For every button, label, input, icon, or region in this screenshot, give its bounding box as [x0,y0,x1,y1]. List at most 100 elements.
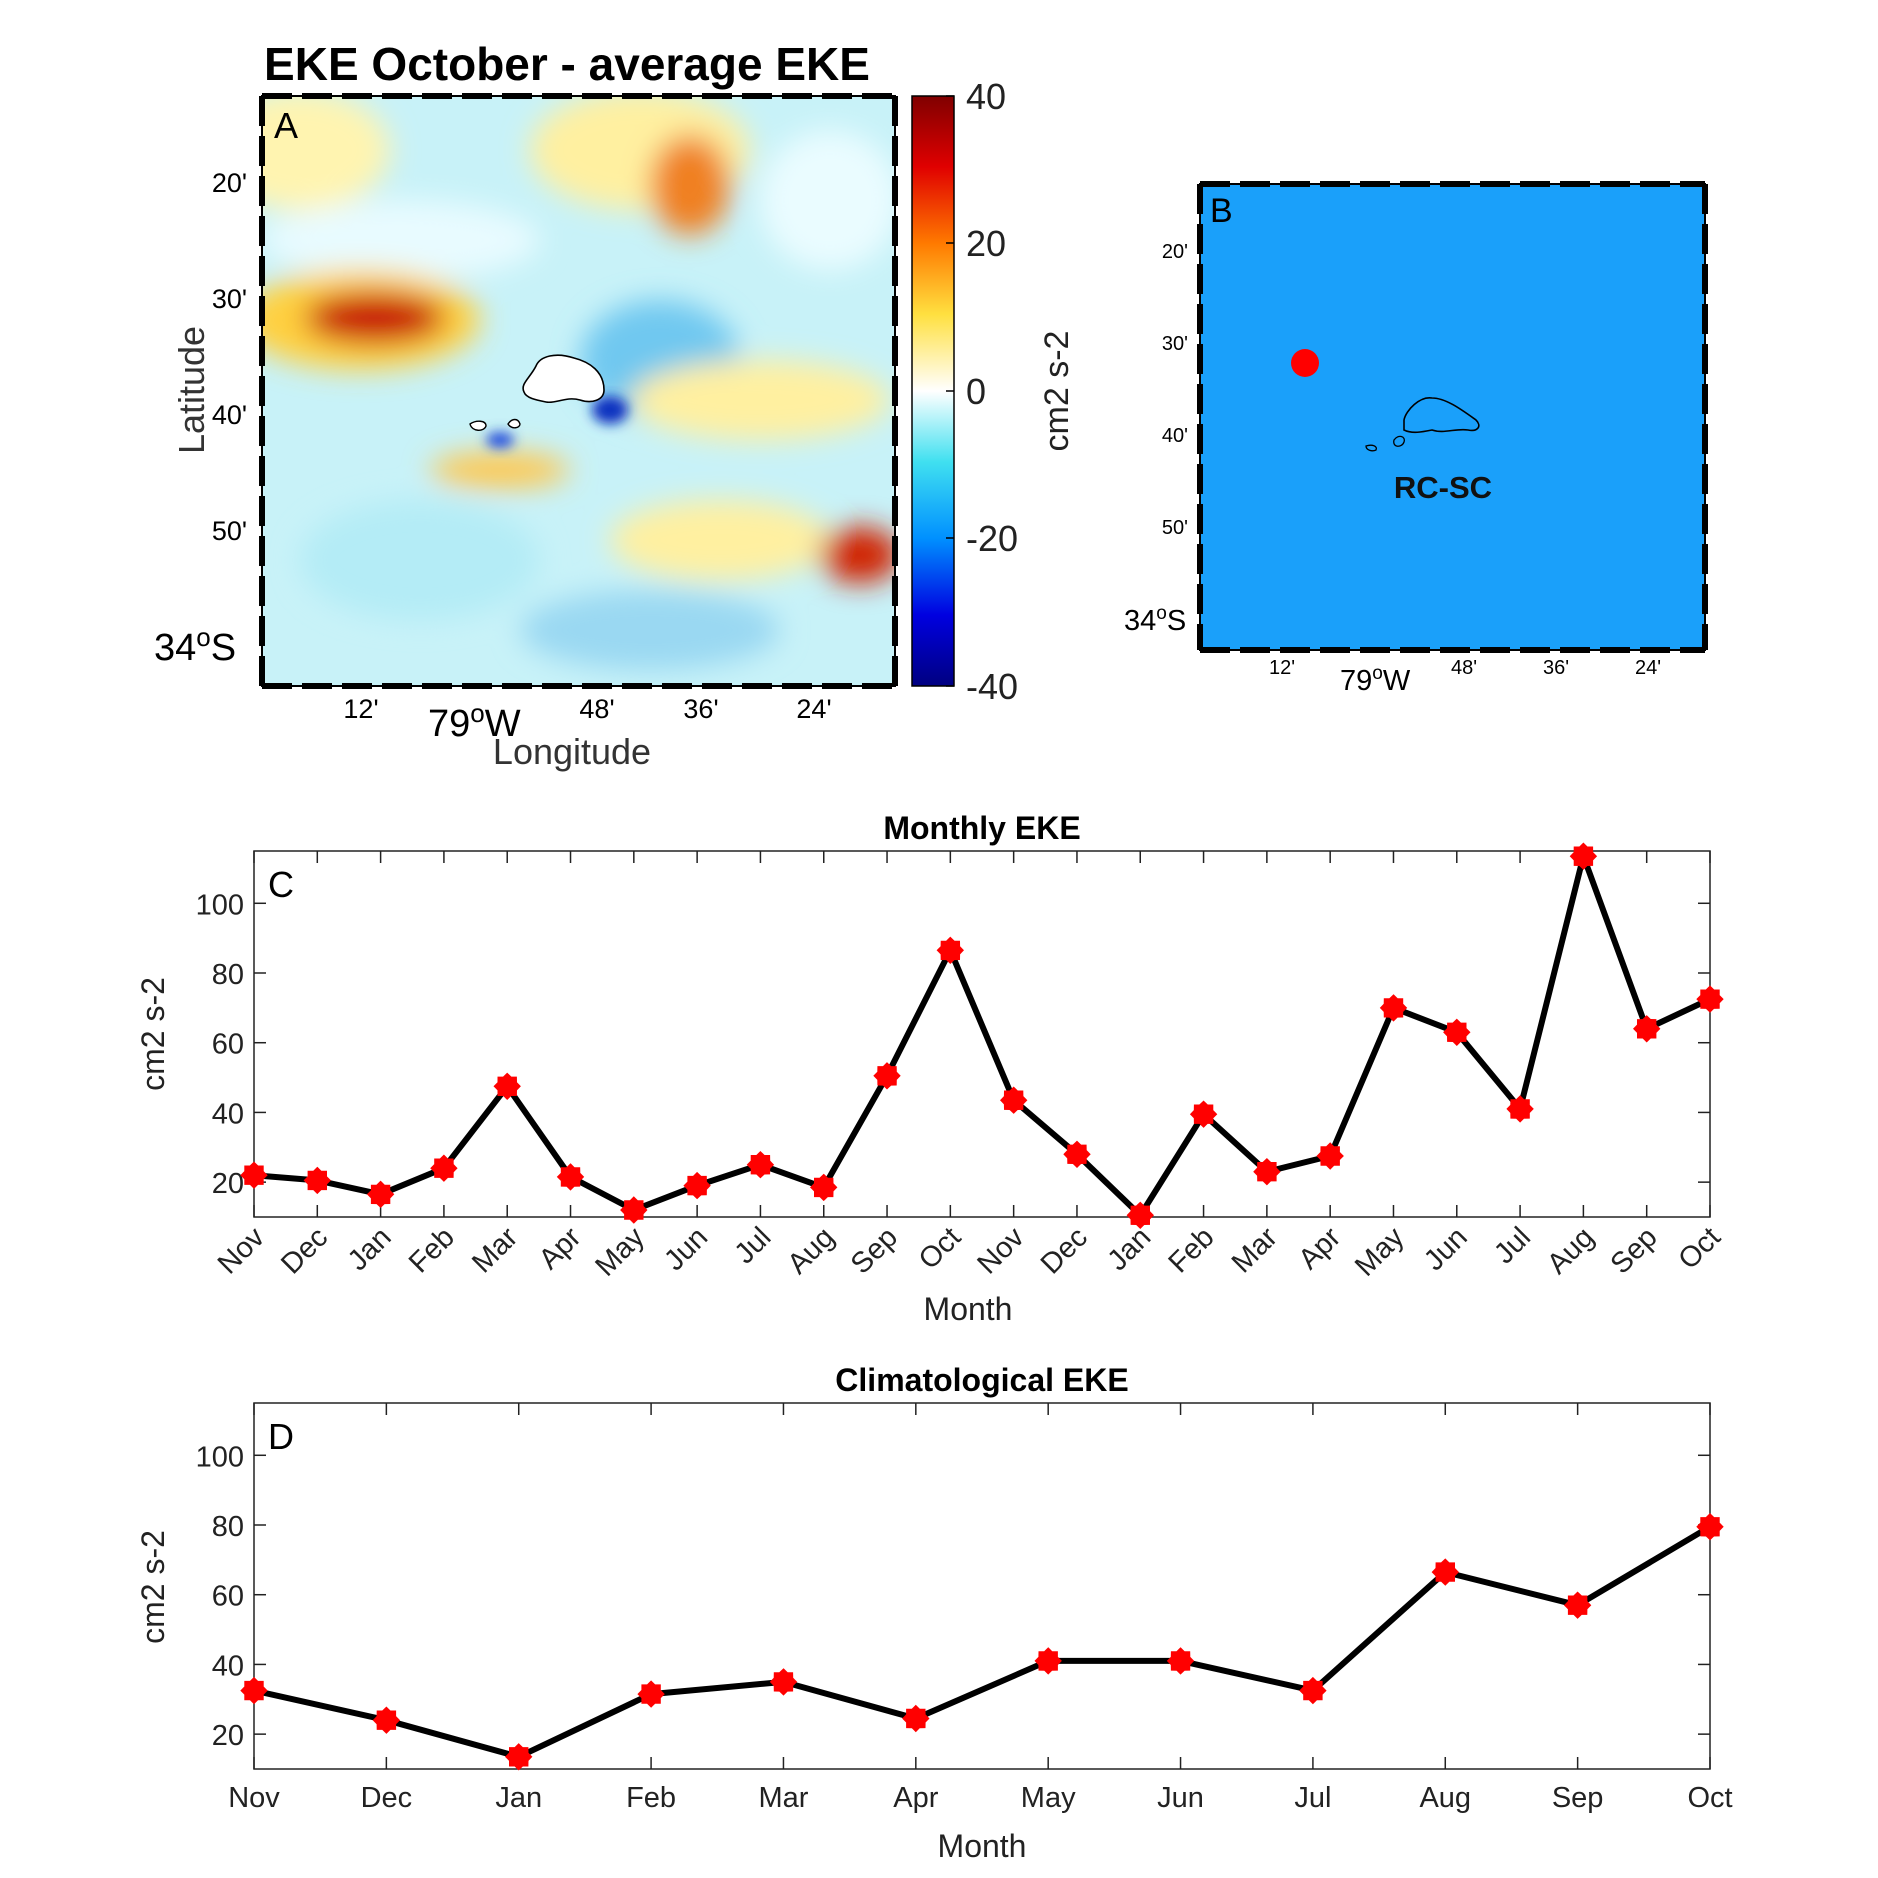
y-tick-label: 80 [212,959,244,991]
x-tick-label: Feb [1163,1221,1221,1279]
x-tick-label: Apr [1293,1221,1348,1276]
data-point [493,1072,521,1101]
y-tick-label: 40 [212,1098,244,1130]
x-tick-label: Dec [275,1221,334,1280]
series-line [253,1524,1712,1760]
data-point [372,1706,401,1734]
monthly-eke-chart: Monthly EKE C Month cm2 s-2 20 40 60 80 100 N… [135,810,1727,1327]
climatological-eke-chart: Climatological EKE D Month cm2 s-2 20 40 6… [135,1362,1733,1864]
data-point [1000,1086,1028,1114]
y-tick-label: 60 [212,1029,244,1061]
lon-tick: 36' [1543,657,1569,679]
x-tick-label: Oct [913,1221,968,1276]
lon-tick: 24' [796,694,831,724]
x-tick-label: Jan [342,1221,398,1277]
series-line [253,853,1712,1219]
x-tick-label: Feb [403,1221,461,1279]
x-tick-label: Oct [1687,1782,1732,1814]
data-point [683,1171,711,1200]
x-tick-label: May [1021,1782,1076,1814]
data-point [303,1166,332,1195]
data-point [1253,1158,1281,1186]
x-tick-label: Apr [533,1221,588,1276]
data-point [1063,1140,1091,1169]
lat-tick: 40' [1162,425,1188,447]
x-tick-label: Jan [1102,1221,1158,1277]
x-tick-label: Jun [1157,1782,1204,1814]
panel-a: EKE October - average EKE [154,38,1076,772]
data-point [1696,1512,1724,1541]
x-tick-label: Oct [1672,1221,1727,1276]
data-point [746,1150,775,1179]
plot-frame [253,1402,1711,1770]
lon-tick: 24' [1635,657,1661,679]
y-tick-label: 20 [212,1168,244,1200]
x-tick-label: Jul [1294,1782,1331,1814]
data-point [1299,1676,1327,1705]
lon-tick: 12' [343,694,378,724]
panel-a-ylabel: Latitude [171,326,212,454]
data-point [873,1062,901,1090]
x-tick-label: Aug [1541,1221,1600,1280]
lon-tick: 12' [1269,657,1295,679]
data-point [769,1668,798,1696]
colorbar-tick-label: -40 [966,666,1018,707]
x-tick-label: Mar [758,1782,808,1814]
colorbar-ticks [946,95,954,687]
lat-main-label: 34oS [154,622,236,669]
data-point [1126,1201,1155,1230]
lat-tick: 20' [1162,241,1188,263]
x-tick-label: Feb [626,1782,676,1814]
panel-a-label: A [274,105,298,146]
lat-tick: 20' [212,168,247,198]
x-tick-label: May [589,1221,651,1283]
plot-frame [253,850,1711,1218]
panel-b-label: B [1210,192,1233,230]
x-tick-label: Sep [845,1221,904,1280]
y-tick-label: 60 [212,1581,244,1613]
island-outline [1403,397,1480,434]
x-tick-label: Jul [1488,1221,1537,1270]
x-tick-label: Dec [361,1782,413,1814]
data-point [366,1180,395,1208]
lat-tick: 40' [212,400,247,430]
panel-a-title: EKE October - average EKE [264,38,870,90]
data-point [240,1676,268,1705]
data-point [1166,1647,1195,1675]
data-point [1189,1100,1218,1128]
lat-main-label: 34oS [1124,603,1186,637]
lon-tick: 48' [1451,657,1477,679]
lon-tick: 36' [683,694,718,724]
site-label: RC-SC [1394,470,1492,505]
panel-b: B RC-SC 20' 30' 40' 50' 34oS 12' 48' 36'… [1124,181,1708,697]
data-point [556,1163,585,1191]
colorbar-label: cm2 s-2 [1038,331,1076,452]
data-point [620,1196,648,1224]
x-tick-label: Jul [729,1221,778,1270]
panel-c-label: C [268,864,294,905]
x-axis-label: Month [938,1828,1027,1864]
y-tick-label: 40 [212,1650,244,1682]
lat-tick: 50' [1162,517,1188,539]
data-point [936,936,964,964]
x-axis-label: Month [924,1291,1013,1327]
x-tick-label: Nov [972,1221,1031,1280]
chart-title: Monthly EKE [883,810,1080,846]
x-tick-label: Jun [1418,1221,1474,1277]
data-point [240,1161,268,1189]
lon-main-label: 79oW [428,698,521,745]
data-point [1316,1142,1344,1170]
data-point [1506,1095,1534,1123]
x-tick-label: Sep [1605,1221,1664,1280]
data-point [809,1173,838,1202]
x-tick-label: Mar [466,1221,524,1279]
data-point [1696,985,1724,1013]
x-tick-label: Jan [495,1782,542,1814]
data-point [1431,1558,1460,1586]
x-tick-label: Nov [228,1782,280,1814]
data-point [637,1680,665,1708]
data-point [1443,1018,1471,1047]
data-point [1569,842,1598,870]
x-tick-label: Aug [782,1221,841,1280]
